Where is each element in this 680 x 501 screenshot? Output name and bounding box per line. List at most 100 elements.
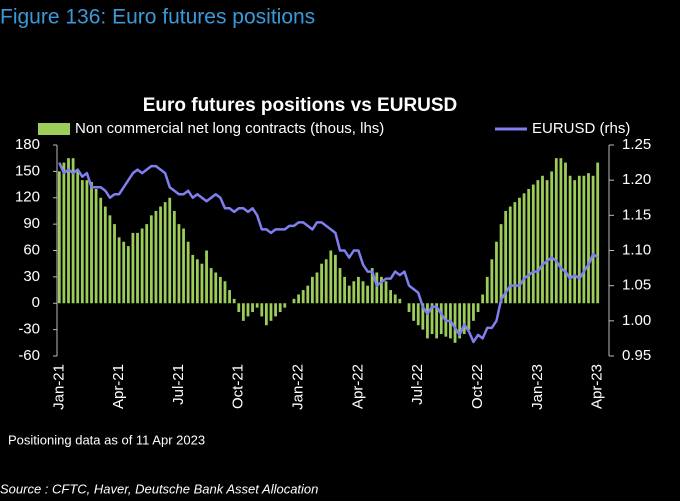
bar	[228, 290, 231, 304]
bar	[99, 197, 103, 304]
legend-label: EURUSD (rhs)	[532, 120, 630, 137]
bar	[67, 158, 70, 304]
bar	[343, 276, 347, 304]
bar	[541, 175, 544, 304]
bar	[591, 175, 595, 304]
y2-tick-label: 0.95	[622, 347, 651, 364]
bar	[62, 162, 66, 304]
bar	[499, 224, 503, 304]
x-tick-label: Apr-21	[110, 364, 127, 409]
bar	[596, 162, 600, 304]
bar	[347, 285, 351, 304]
bar	[80, 180, 84, 304]
y2-tick-label: 1.20	[622, 171, 651, 188]
bar	[536, 180, 540, 304]
bar	[435, 303, 439, 339]
bar	[573, 180, 577, 304]
bar	[357, 276, 360, 304]
bar	[568, 175, 572, 304]
bar	[149, 215, 153, 304]
bar	[513, 202, 517, 304]
bar	[76, 171, 80, 304]
y-tick-label: 150	[15, 162, 40, 179]
bar	[393, 294, 397, 304]
bar	[495, 241, 498, 304]
x-tick-label: Oct-21	[230, 364, 247, 409]
bar	[416, 303, 420, 326]
bar	[338, 268, 342, 304]
bar	[205, 250, 208, 304]
y-tick-label: 0	[32, 294, 40, 311]
bar	[476, 303, 480, 313]
bar	[329, 250, 333, 304]
bar	[577, 175, 581, 304]
bar	[485, 276, 489, 304]
bar	[453, 303, 457, 343]
legend-swatch	[38, 123, 70, 135]
bar	[587, 173, 590, 304]
x-tick-label: Jan-23	[529, 364, 546, 410]
bar	[384, 281, 388, 304]
bar	[527, 188, 531, 304]
bar	[172, 210, 176, 304]
bar	[214, 272, 218, 304]
y2-tick-label: 1.00	[622, 312, 651, 329]
y-tick-label: -60	[18, 347, 40, 364]
bar	[85, 180, 89, 304]
bar	[251, 303, 254, 313]
bar	[306, 285, 310, 304]
bar	[559, 158, 563, 304]
bar	[269, 303, 273, 321]
bar	[182, 228, 185, 304]
note: Positioning data as of 11 Apr 2023	[8, 432, 205, 447]
bar	[320, 263, 323, 304]
bar	[389, 290, 393, 304]
bar	[113, 224, 116, 304]
bar	[522, 193, 526, 304]
bar	[57, 171, 61, 304]
y-tick-label: 60	[23, 241, 40, 258]
source: Source : CFTC, Haver, Deutsche Bank Asse…	[0, 481, 318, 496]
bar	[191, 254, 195, 304]
bar	[481, 294, 485, 304]
bar	[554, 158, 558, 304]
bar	[103, 206, 107, 304]
bar	[380, 276, 383, 304]
bar	[168, 197, 172, 304]
bar	[154, 210, 158, 304]
bar	[458, 303, 462, 339]
x-tick-label: Apr-23	[589, 364, 606, 409]
bar	[241, 303, 245, 321]
legend-label: Non commercial net long contracts (thous…	[75, 120, 384, 137]
bar	[71, 158, 75, 304]
bar	[117, 237, 121, 304]
bar	[398, 298, 402, 304]
bar	[490, 259, 494, 304]
bar	[223, 281, 227, 304]
bar	[136, 232, 139, 304]
bar	[237, 303, 241, 313]
bar	[218, 276, 222, 304]
bar	[545, 180, 549, 304]
bar	[462, 303, 466, 335]
bar	[278, 303, 282, 313]
bar	[421, 303, 425, 330]
y-tick-label: 120	[15, 189, 40, 206]
bar	[531, 184, 535, 304]
bar	[361, 281, 365, 304]
bar	[177, 224, 181, 304]
y2-tick-label: 1.15	[622, 206, 651, 223]
bar	[274, 303, 277, 317]
bar	[200, 263, 204, 304]
bar	[246, 303, 250, 317]
bar	[430, 303, 434, 335]
y-tick-label: 30	[23, 268, 40, 285]
y-tick-label: 90	[23, 215, 40, 232]
bar	[131, 232, 135, 304]
bar	[255, 303, 259, 308]
bar	[140, 228, 144, 304]
bar	[283, 303, 287, 308]
bar	[352, 281, 356, 304]
bar	[126, 246, 130, 304]
